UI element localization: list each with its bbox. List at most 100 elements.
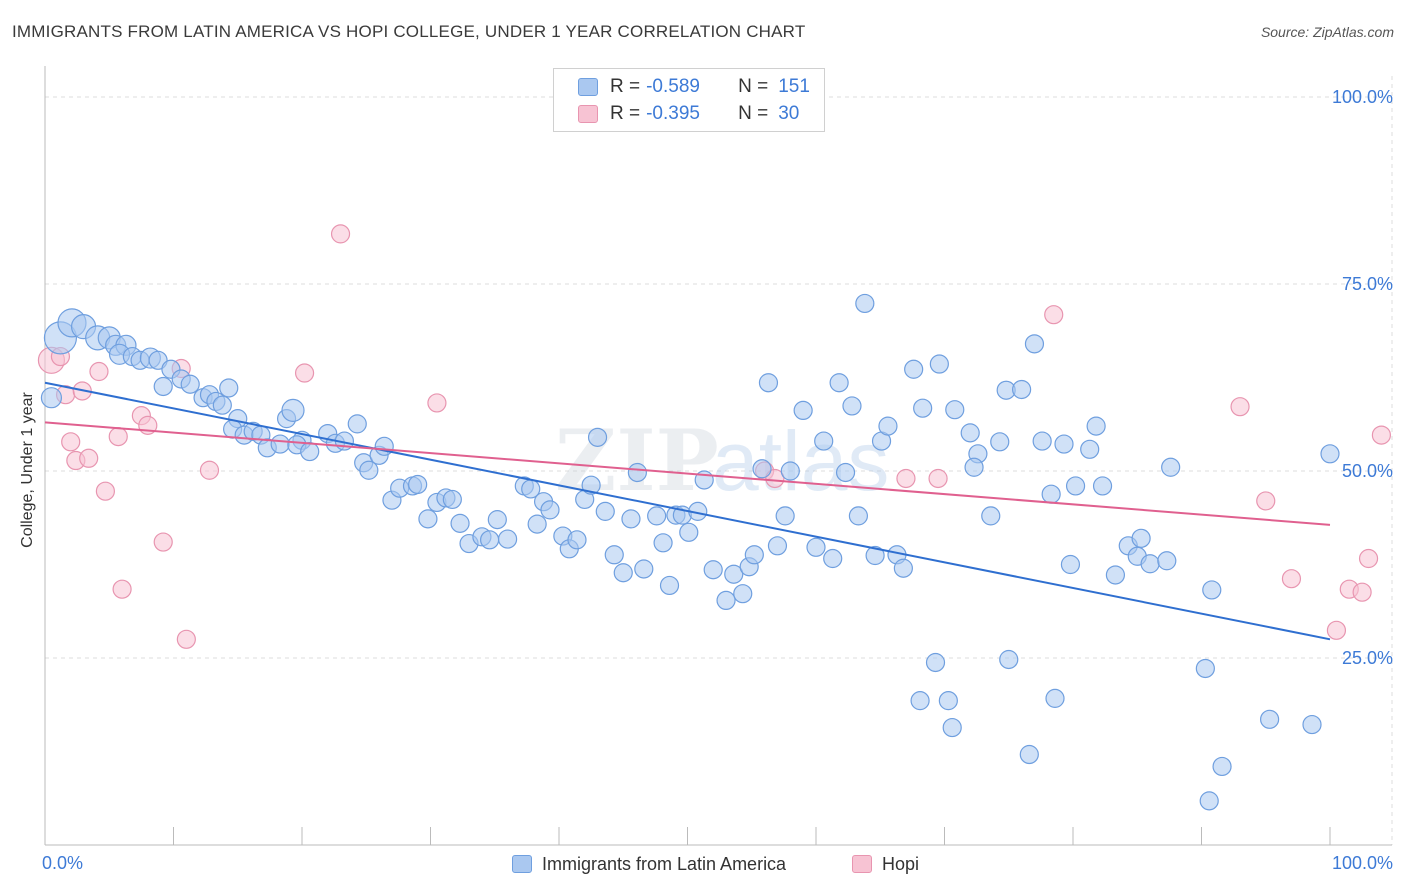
point-hopi (928, 468, 948, 489)
point-latin-america (814, 431, 834, 451)
point-latin-america (418, 509, 438, 529)
point-latin-america (793, 400, 813, 421)
bottom-legend-swatch-pink (852, 855, 872, 873)
point-latin-america (540, 500, 560, 520)
point-latin-america (40, 387, 63, 409)
legend-n-label: N = (738, 76, 769, 97)
point-latin-america (1060, 554, 1081, 575)
legend-swatch-pink (578, 105, 598, 123)
point-latin-america (487, 510, 507, 530)
point-latin-america (1161, 457, 1181, 477)
point-latin-america (1032, 431, 1052, 451)
point-latin-america (300, 441, 320, 462)
point-latin-america (219, 378, 239, 398)
point-latin-america (981, 506, 1001, 526)
point-latin-america (153, 376, 173, 397)
point-latin-america (913, 398, 933, 418)
point-latin-america (780, 461, 800, 481)
point-latin-america (964, 457, 984, 477)
point-latin-america (1212, 756, 1232, 777)
point-latin-america (627, 462, 647, 483)
point-latin-america (613, 563, 633, 583)
point-latin-america (270, 434, 290, 454)
y-tick-label: 25.0% (1342, 648, 1393, 668)
point-latin-america (1199, 791, 1219, 811)
point-latin-america (1105, 565, 1126, 585)
point-hopi (1352, 582, 1372, 602)
point-latin-america (1140, 554, 1160, 574)
point-latin-america (1202, 580, 1222, 600)
point-hopi (89, 361, 109, 382)
point-latin-america (587, 427, 608, 447)
point-latin-america (960, 423, 980, 443)
legend-r-value: -0.395 (646, 103, 700, 124)
trend-line-hopi (44, 421, 1331, 526)
point-hopi (199, 460, 220, 480)
point-latin-america (938, 691, 958, 711)
point-hopi (1371, 425, 1392, 445)
point-latin-america (647, 506, 667, 526)
tick-labels: 100.0% 75.0% 50.0% 25.0% 0.0% 100.0% (42, 87, 1393, 873)
point-hopi (765, 468, 785, 489)
point-hopi (95, 481, 115, 501)
point-latin-america (1195, 658, 1215, 679)
point-hopi (108, 426, 128, 447)
point-hopi (176, 629, 196, 649)
point-latin-america (744, 545, 764, 565)
point-latin-america (408, 474, 428, 495)
point-latin-america (1065, 476, 1086, 496)
legend-n-value: 30 (778, 103, 800, 124)
point-latin-america (1019, 744, 1039, 765)
point-latin-america (567, 530, 587, 550)
point-latin-america (829, 373, 849, 393)
point-hopi (112, 579, 132, 599)
source-label: Source: ZipAtlas.com (1260, 24, 1394, 40)
point-hopi (1256, 491, 1276, 511)
bottom-legend-label-hopi: Hopi (882, 853, 920, 874)
point-latin-america (716, 590, 736, 611)
legend-n-value: 151 (778, 76, 810, 97)
bottom-legend-latin-america: Immigrants from Latin America (512, 852, 786, 876)
x-tick-label-end: 100.0% (1332, 853, 1393, 873)
point-latin-america (842, 396, 862, 416)
point-latin-america (659, 575, 680, 596)
point-latin-america (767, 536, 788, 556)
point-latin-america (806, 537, 826, 557)
point-latin-america (1024, 334, 1045, 354)
point-hopi (1044, 305, 1064, 325)
point-latin-america (1092, 476, 1113, 496)
point-hopi (153, 532, 173, 552)
point-hopi (896, 468, 916, 489)
point-latin-america (1011, 379, 1032, 400)
point-hopi (1326, 620, 1347, 640)
point-latin-america (733, 584, 753, 604)
point-latin-america (180, 374, 200, 394)
y-tick-label: 50.0% (1342, 461, 1393, 481)
bottom-legend-label-latin-america: Immigrants from Latin America (542, 853, 787, 874)
point-hopi (61, 432, 81, 452)
point-latin-america (1041, 484, 1061, 504)
trend-line-latin-america (44, 381, 1331, 641)
point-latin-america (910, 691, 930, 711)
x-tick-label-start: 0.0% (42, 853, 83, 873)
point-latin-america (1260, 709, 1280, 729)
point-latin-america (865, 545, 885, 566)
y-axis-label: College, Under 1 year (19, 392, 36, 548)
series-latin-america-points (40, 293, 1340, 811)
point-latin-america (929, 354, 949, 374)
watermark-atlas: atlas (712, 414, 889, 508)
bottom-legend-swatch-blue (512, 855, 532, 873)
point-latin-america (878, 416, 898, 436)
y-tick-label: 100.0% (1332, 87, 1393, 107)
point-latin-america (347, 414, 367, 434)
point-latin-america (758, 373, 779, 393)
axes (44, 66, 1392, 846)
legend-row-hopi: R = -0.395 N = 30 (578, 102, 799, 126)
point-hopi (1230, 397, 1250, 417)
point-latin-america (498, 529, 518, 549)
point-latin-america (823, 548, 843, 569)
point-latin-america (703, 560, 723, 580)
point-hopi (330, 224, 351, 244)
point-latin-america (904, 359, 924, 379)
